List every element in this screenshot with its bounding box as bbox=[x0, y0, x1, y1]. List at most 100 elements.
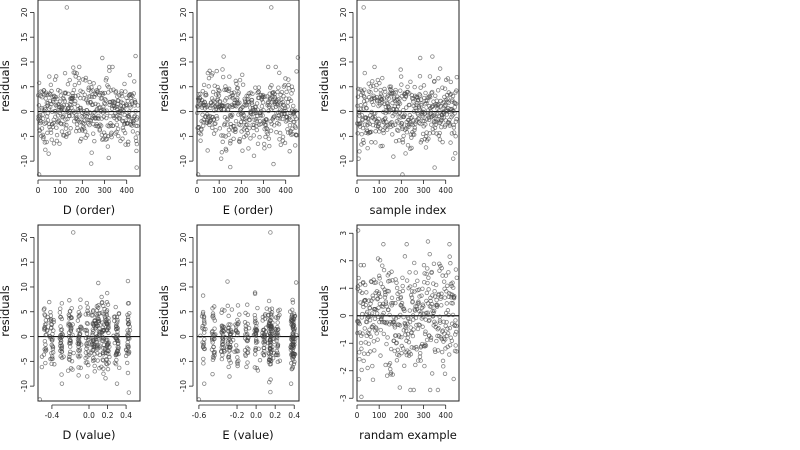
y-tick-label: -10 bbox=[179, 380, 188, 392]
data-point bbox=[49, 88, 54, 94]
data-point bbox=[104, 300, 110, 305]
data-point bbox=[432, 289, 437, 294]
data-point bbox=[355, 228, 361, 233]
data-point bbox=[410, 333, 416, 339]
data-point bbox=[245, 350, 250, 355]
data-point bbox=[104, 108, 109, 113]
data-point bbox=[361, 140, 366, 146]
data-point bbox=[416, 358, 421, 363]
data-point bbox=[389, 295, 395, 301]
data-point bbox=[403, 151, 408, 156]
data-point bbox=[42, 327, 47, 332]
data-point bbox=[388, 346, 394, 352]
data-point bbox=[200, 112, 205, 117]
data-point bbox=[429, 304, 434, 309]
data-point bbox=[394, 340, 399, 345]
data-point bbox=[365, 365, 370, 371]
y-tick-label: -5 bbox=[179, 357, 188, 365]
data-point bbox=[274, 331, 279, 336]
data-point bbox=[396, 100, 402, 105]
data-point bbox=[368, 97, 374, 102]
data-point bbox=[420, 131, 426, 137]
plot-frame bbox=[37, 0, 141, 177]
data-point bbox=[36, 103, 42, 108]
data-point bbox=[135, 131, 140, 136]
data-point bbox=[91, 131, 96, 136]
x-tick-label: 100 bbox=[53, 186, 68, 195]
data-point bbox=[372, 316, 378, 321]
data-point bbox=[198, 91, 203, 97]
data-point bbox=[430, 103, 436, 108]
data-point bbox=[269, 5, 274, 10]
data-point bbox=[228, 360, 233, 365]
data-point bbox=[426, 287, 431, 292]
data-point bbox=[261, 333, 266, 338]
data-point bbox=[369, 140, 374, 145]
data-point bbox=[36, 172, 42, 177]
data-point bbox=[50, 344, 56, 350]
data-point bbox=[266, 359, 272, 365]
data-point bbox=[105, 144, 111, 149]
data-point bbox=[61, 122, 67, 127]
data-point bbox=[292, 119, 297, 125]
data-point bbox=[73, 99, 78, 104]
data-point bbox=[292, 359, 297, 364]
data-point bbox=[277, 307, 282, 313]
data-point bbox=[90, 102, 96, 107]
data-point bbox=[106, 84, 111, 90]
data-point bbox=[55, 96, 60, 102]
data-point bbox=[385, 335, 390, 340]
data-point bbox=[235, 303, 241, 308]
data-point bbox=[383, 299, 389, 304]
data-point bbox=[252, 312, 257, 318]
data-point bbox=[386, 96, 391, 101]
data-point bbox=[433, 93, 438, 98]
data-point bbox=[93, 326, 98, 331]
data-point bbox=[417, 73, 423, 79]
data-point bbox=[228, 138, 233, 144]
data-point bbox=[105, 366, 111, 372]
data-point bbox=[411, 109, 417, 114]
data-point bbox=[235, 85, 240, 90]
data-point bbox=[246, 146, 251, 151]
data-point bbox=[425, 312, 431, 317]
data-point bbox=[118, 114, 123, 119]
data-point bbox=[235, 332, 240, 338]
data-point bbox=[257, 135, 262, 140]
data-point bbox=[253, 345, 258, 351]
x-tick-label: 100 bbox=[372, 411, 387, 420]
data-point bbox=[58, 340, 63, 346]
data-point bbox=[359, 394, 364, 400]
data-point bbox=[67, 344, 73, 349]
data-point bbox=[201, 318, 207, 323]
data-point bbox=[211, 131, 217, 136]
data-point bbox=[442, 86, 448, 91]
data-point bbox=[268, 311, 274, 317]
y-tick-label: 5 bbox=[179, 309, 188, 314]
plot-frame bbox=[196, 0, 300, 177]
data-point bbox=[376, 290, 382, 295]
data-point bbox=[70, 367, 75, 372]
data-point bbox=[439, 291, 444, 296]
data-point bbox=[360, 331, 365, 336]
data-point bbox=[290, 300, 296, 305]
data-point bbox=[406, 339, 412, 345]
data-point bbox=[433, 282, 439, 288]
data-point bbox=[128, 105, 133, 110]
data-point bbox=[289, 366, 294, 372]
data-point bbox=[410, 299, 415, 304]
data-point bbox=[210, 340, 215, 345]
data-point bbox=[99, 364, 104, 369]
data-point bbox=[115, 349, 121, 354]
data-point bbox=[114, 314, 120, 320]
data-point bbox=[200, 311, 206, 316]
data-point bbox=[59, 121, 64, 127]
data-point bbox=[231, 136, 236, 141]
data-point bbox=[210, 371, 215, 377]
data-point bbox=[126, 322, 131, 327]
data-point bbox=[386, 107, 392, 113]
data-point bbox=[40, 116, 46, 121]
data-point bbox=[126, 332, 131, 337]
data-point bbox=[235, 100, 240, 106]
data-point bbox=[126, 301, 131, 306]
